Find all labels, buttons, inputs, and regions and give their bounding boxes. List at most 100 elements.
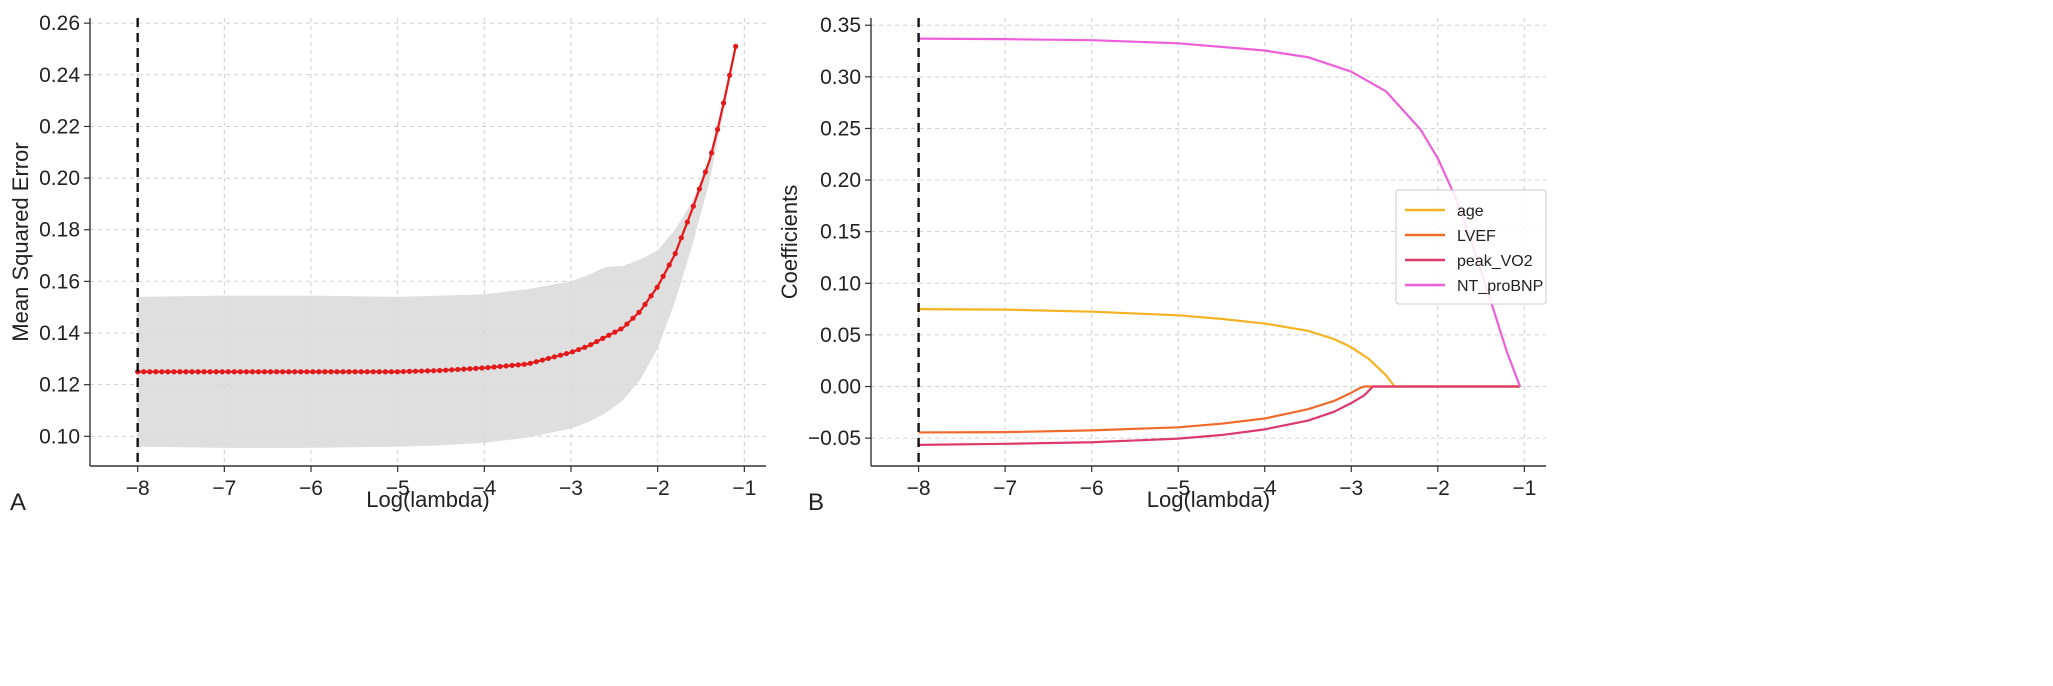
a-y-tick-label: 0.10 (39, 425, 80, 448)
a-mse-point (521, 361, 527, 367)
a-mse-point (352, 369, 358, 375)
a-x-tick-label: −8 (126, 477, 150, 500)
panel-b-grid (871, 18, 1546, 466)
a-mse-point (219, 369, 225, 375)
a-mse-point (267, 369, 274, 375)
a-mse-point (443, 367, 449, 373)
a-x-tick-label: −1 (732, 477, 756, 500)
a-mse-point (660, 273, 666, 279)
a-mse-point (147, 369, 153, 375)
a-mse-point (153, 369, 159, 375)
b-y-tick-label: 0.05 (820, 324, 861, 347)
a-mse-point (358, 369, 364, 375)
a-mse-point (425, 368, 431, 374)
a-mse-point (551, 354, 558, 360)
a-mse-point (437, 367, 443, 374)
a-mse-point (720, 100, 727, 106)
a-x-tick-label: −3 (559, 477, 583, 500)
a-mse-point (231, 369, 237, 375)
b-x-tick-label: −5 (1166, 477, 1190, 500)
a-mse-point (431, 368, 437, 374)
a-mse-point (189, 369, 195, 375)
b-y-tick-label: 0.35 (820, 14, 861, 37)
a-y-tick-label: 0.18 (39, 219, 80, 242)
b-legend-label-lvef: LVEF (1457, 228, 1496, 245)
b-legend-label-age: age (1457, 203, 1484, 220)
a-mse-point (304, 369, 310, 375)
a-mse-point (346, 369, 352, 375)
a-mse-point (255, 369, 262, 375)
a-mse-point (642, 301, 648, 307)
a-mse-point (684, 219, 690, 225)
a-mse-point (280, 369, 286, 375)
b-y-tick-label: −0.05 (808, 427, 861, 450)
a-mse-point (316, 369, 322, 375)
a-mse-point (533, 359, 539, 365)
a-mse-point (455, 366, 461, 373)
panel-b-y-axis-label: Coefficients (777, 185, 802, 300)
panel-a-error-band (137, 41, 736, 448)
panel-a-mse-curve (135, 43, 739, 375)
a-mse-point (696, 186, 703, 192)
panel-b-ticks: −8 −7 −6 −5 −4 −3 −2 −1 −0.05 0.00 0.05 0.10 0.15 0.2… (808, 14, 1536, 500)
a-mse-point (165, 369, 171, 375)
a-mse-point (418, 368, 425, 374)
a-mse-point (382, 369, 388, 375)
a-mse-point (648, 293, 654, 299)
b-x-tick-label: −6 (1080, 477, 1104, 500)
b-y-tick-label: 0.20 (820, 169, 861, 192)
a-x-tick-label: −7 (212, 477, 236, 500)
a-mse-point (177, 369, 183, 375)
b-y-tick-label: 0.30 (820, 66, 861, 89)
a-mse-point (527, 360, 533, 366)
panel-a-x-axis-label: Log(lambda) (366, 487, 490, 512)
panel-b-coefficient-plot: −8 −7 −6 −5 −4 −3 −2 −1 −0.05 0.00 0.05 0.10 0.15 0.2… (777, 14, 1547, 516)
b-x-tick-label: −1 (1512, 477, 1536, 500)
a-mse-point (376, 369, 382, 375)
a-mse-point (400, 368, 407, 375)
a-mse-point (364, 369, 370, 375)
a-mse-point (515, 362, 521, 368)
a-mse-point (298, 369, 304, 375)
a-y-tick-label: 0.22 (39, 115, 80, 138)
a-mse-point (207, 369, 213, 375)
a-mse-point (473, 365, 479, 371)
a-mse-point (600, 335, 606, 341)
a-mse-point (654, 284, 660, 290)
a-y-tick-label: 0.14 (39, 322, 80, 345)
panel-b-x-axis-label: Log(lambda) (1147, 487, 1271, 512)
panel-a-label: A (10, 489, 26, 516)
a-x-tick-label: −4 (472, 477, 496, 500)
a-mse-point (708, 150, 715, 156)
b-y-tick-label: 0.25 (820, 117, 861, 140)
a-x-tick-label: −2 (646, 477, 670, 500)
a-mse-point (618, 326, 624, 332)
a-mse-point (292, 369, 298, 375)
a-mse-point (370, 369, 376, 375)
a-mse-point (497, 363, 503, 370)
a-mse-point (171, 369, 177, 375)
a-mse-point (672, 250, 678, 257)
a-mse-point (461, 366, 467, 372)
panel-b-coefficient-paths (918, 37, 1522, 446)
b-series-age-line (918, 307, 1521, 388)
a-mse-point (243, 369, 249, 375)
a-mse-point (509, 362, 515, 368)
b-series-lvef-line (918, 385, 1521, 434)
a-mse-point (491, 364, 497, 370)
b-x-tick-label: −2 (1426, 477, 1450, 500)
panel-a-mse-plot: −8 −7 −6 −5 −4 −3 −2 −1 0.10 0.12 0.14 0.16 0.18 0.20… (8, 12, 766, 516)
a-mse-point (576, 346, 582, 353)
a-mse-point (612, 329, 618, 335)
a-mse-point (201, 369, 207, 375)
b-x-tick-label: −3 (1339, 477, 1363, 500)
a-mse-point (237, 369, 243, 375)
a-mse-point (545, 355, 552, 362)
a-mse-point (249, 369, 256, 375)
a-mse-point (388, 369, 394, 375)
a-mse-point (394, 369, 401, 375)
b-x-tick-label: −7 (993, 477, 1017, 500)
b-y-tick-label: 0.00 (820, 376, 861, 399)
a-mse-point (702, 169, 709, 175)
a-mse-point (569, 349, 576, 355)
